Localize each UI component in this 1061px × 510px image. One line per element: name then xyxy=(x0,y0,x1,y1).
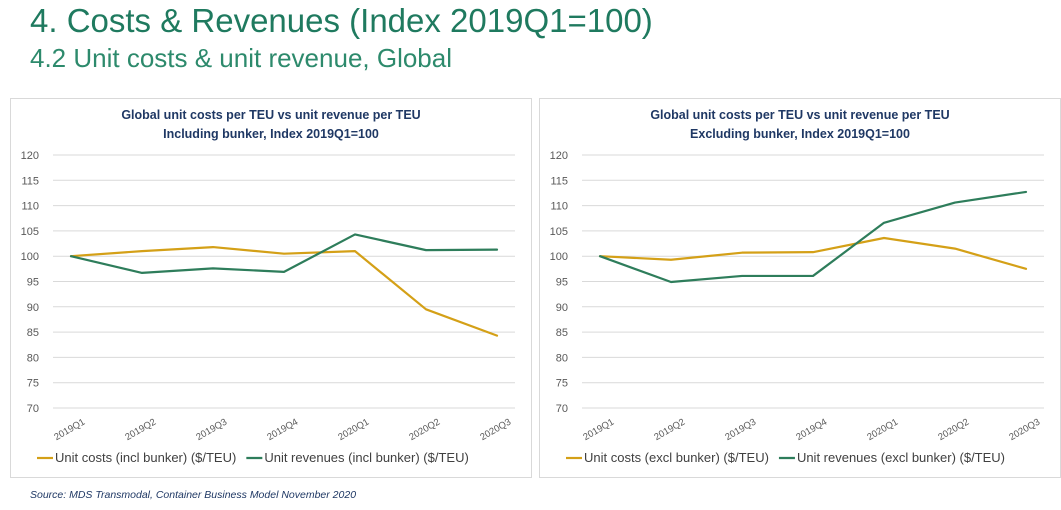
y-tick-label: 75 xyxy=(27,378,39,390)
chart-title: Global unit costs per TEU vs unit revenu… xyxy=(540,106,1060,144)
page-subtitle: 4.2 Unit costs & unit revenue, Global xyxy=(30,43,453,73)
series-line-unit-revenues xyxy=(598,190,1028,284)
y-tick-label: 105 xyxy=(21,226,39,238)
series-line-unit-costs xyxy=(69,245,499,337)
y-tick-label: 105 xyxy=(550,226,568,238)
y-tick-label: 85 xyxy=(556,327,568,339)
chart-title-line-1: Global unit costs per TEU vs unit revenu… xyxy=(650,108,950,122)
y-tick-label: 100 xyxy=(21,251,39,263)
y-tick-label: 120 xyxy=(21,150,39,162)
legend-entry-unit-costs: Unit costs (incl bunker) ($/TEU) xyxy=(55,450,236,465)
x-tick-label: 2020Q2 xyxy=(936,417,971,443)
y-tick-label: 115 xyxy=(550,175,568,187)
x-tick-label: 2020Q3 xyxy=(478,417,513,443)
y-tick-label: 75 xyxy=(556,378,568,390)
y-tick-label: 95 xyxy=(556,277,568,289)
chart-title: Global unit costs per TEU vs unit revenu… xyxy=(11,106,531,144)
source-note: Source: MDS Transmodal, Container Busine… xyxy=(30,489,357,501)
y-tick-label: 100 xyxy=(550,251,568,263)
legend-entry-unit-revenues: Unit revenues (excl bunker) ($/TEU) xyxy=(797,450,1005,465)
x-tick-label: 2020Q1 xyxy=(865,417,900,443)
y-tick-label: 85 xyxy=(27,327,39,339)
x-tick-label: 2020Q1 xyxy=(336,417,371,443)
y-tick-label: 115 xyxy=(21,175,39,187)
y-tick-label: 90 xyxy=(556,302,568,314)
chart-including-bunker: 70 75 80 85 90 95 100 105 110 115 120 2019Q1 2019Q2 2… xyxy=(21,150,515,465)
x-tick-label: 2019Q4 xyxy=(794,417,829,443)
y-tick-label: 90 xyxy=(27,302,39,314)
y-tick-label: 110 xyxy=(21,201,39,213)
y-tick-label: 80 xyxy=(27,352,39,364)
y-tick-label: 70 xyxy=(27,403,39,415)
series-line-unit-revenues xyxy=(69,233,499,274)
y-tick-label: 120 xyxy=(550,150,568,162)
y-tick-label: 80 xyxy=(556,352,568,364)
x-tick-label: 2019Q3 xyxy=(723,417,758,443)
y-tick-label: 95 xyxy=(27,277,39,289)
x-tick-label: 2019Q3 xyxy=(194,417,229,443)
x-tick-label: 2019Q1 xyxy=(52,417,87,443)
legend-entry-unit-revenues: Unit revenues (incl bunker) ($/TEU) xyxy=(264,450,468,465)
chart-title-line-2: Excluding bunker, Index 2019Q1=100 xyxy=(690,127,910,141)
x-tick-label: 2020Q3 xyxy=(1007,417,1042,443)
legend-entry-unit-costs: Unit costs (excl bunker) ($/TEU) xyxy=(584,450,769,465)
chart-panel-including-bunker: Global unit costs per TEU vs unit revenu… xyxy=(10,98,532,478)
x-tick-label: 2019Q4 xyxy=(265,417,300,443)
x-tick-label: 2020Q2 xyxy=(407,417,442,443)
chart-excluding-bunker: 70 75 80 85 90 95 100 105 110 115 120 2019Q1 2019Q2 2… xyxy=(550,150,1044,465)
chart-title-line-1: Global unit costs per TEU vs unit revenu… xyxy=(121,108,421,122)
series-line-unit-costs xyxy=(598,236,1028,270)
x-tick-label: 2019Q1 xyxy=(581,417,616,443)
x-tick-label: 2019Q2 xyxy=(652,417,687,443)
y-tick-label: 110 xyxy=(550,201,568,213)
y-tick-label: 70 xyxy=(556,403,568,415)
page-title: 4. Costs & Revenues (Index 2019Q1=100) xyxy=(30,2,653,39)
x-tick-label: 2019Q2 xyxy=(123,417,158,443)
chart-panel-excluding-bunker: Global unit costs per TEU vs unit revenu… xyxy=(539,98,1061,478)
chart-title-line-2: Including bunker, Index 2019Q1=100 xyxy=(163,127,379,141)
